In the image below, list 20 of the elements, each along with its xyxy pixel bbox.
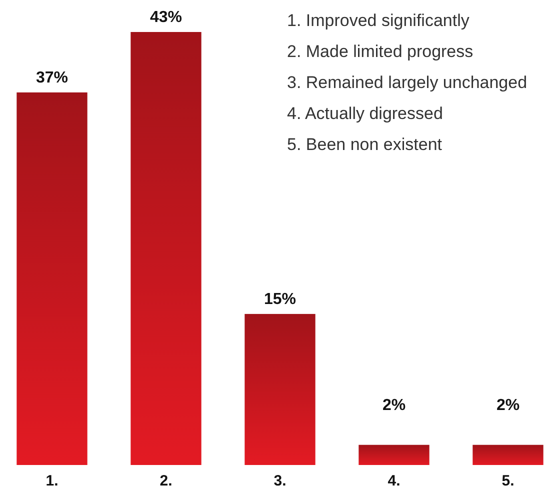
- text: 1. Improved significantly: [287, 11, 470, 30]
- x-tick-label: 1.: [46, 472, 58, 490]
- data-label: 37%: [36, 69, 68, 86]
- data-label: 2%: [496, 397, 520, 414]
- bar: [16, 92, 88, 465]
- data-label: 2%: [382, 397, 406, 414]
- data-label: 43%: [150, 9, 182, 26]
- bar: [130, 32, 202, 465]
- annotation: 2. Made limited progress: [287, 42, 474, 61]
- x-tick-label: 3.: [274, 472, 286, 490]
- data-label: 15%: [264, 290, 296, 308]
- x-tick-label: 5.: [502, 472, 514, 490]
- annotation: 4. Actually digressed: [287, 104, 443, 123]
- annotation: 5. Been non existent: [287, 135, 442, 154]
- x-tick-label: 4.: [388, 472, 400, 490]
- annotation: 3. Remained largely unchanged: [287, 73, 528, 92]
- bar: [358, 444, 430, 465]
- bar: [244, 314, 316, 465]
- x-tick-label: 2.: [160, 472, 172, 490]
- bar: [472, 444, 544, 465]
